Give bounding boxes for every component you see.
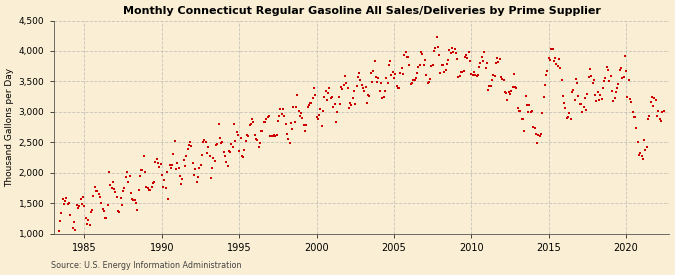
Title: Monthly Connecticut Regular Gasoline All Sales/Deliveries by Prime Supplier: Monthly Connecticut Regular Gasoline All… <box>123 6 600 16</box>
Text: Source: U.S. Energy Information Administration: Source: U.S. Energy Information Administ… <box>51 261 241 270</box>
Y-axis label: Thousand Gallons per Day: Thousand Gallons per Day <box>5 68 15 187</box>
